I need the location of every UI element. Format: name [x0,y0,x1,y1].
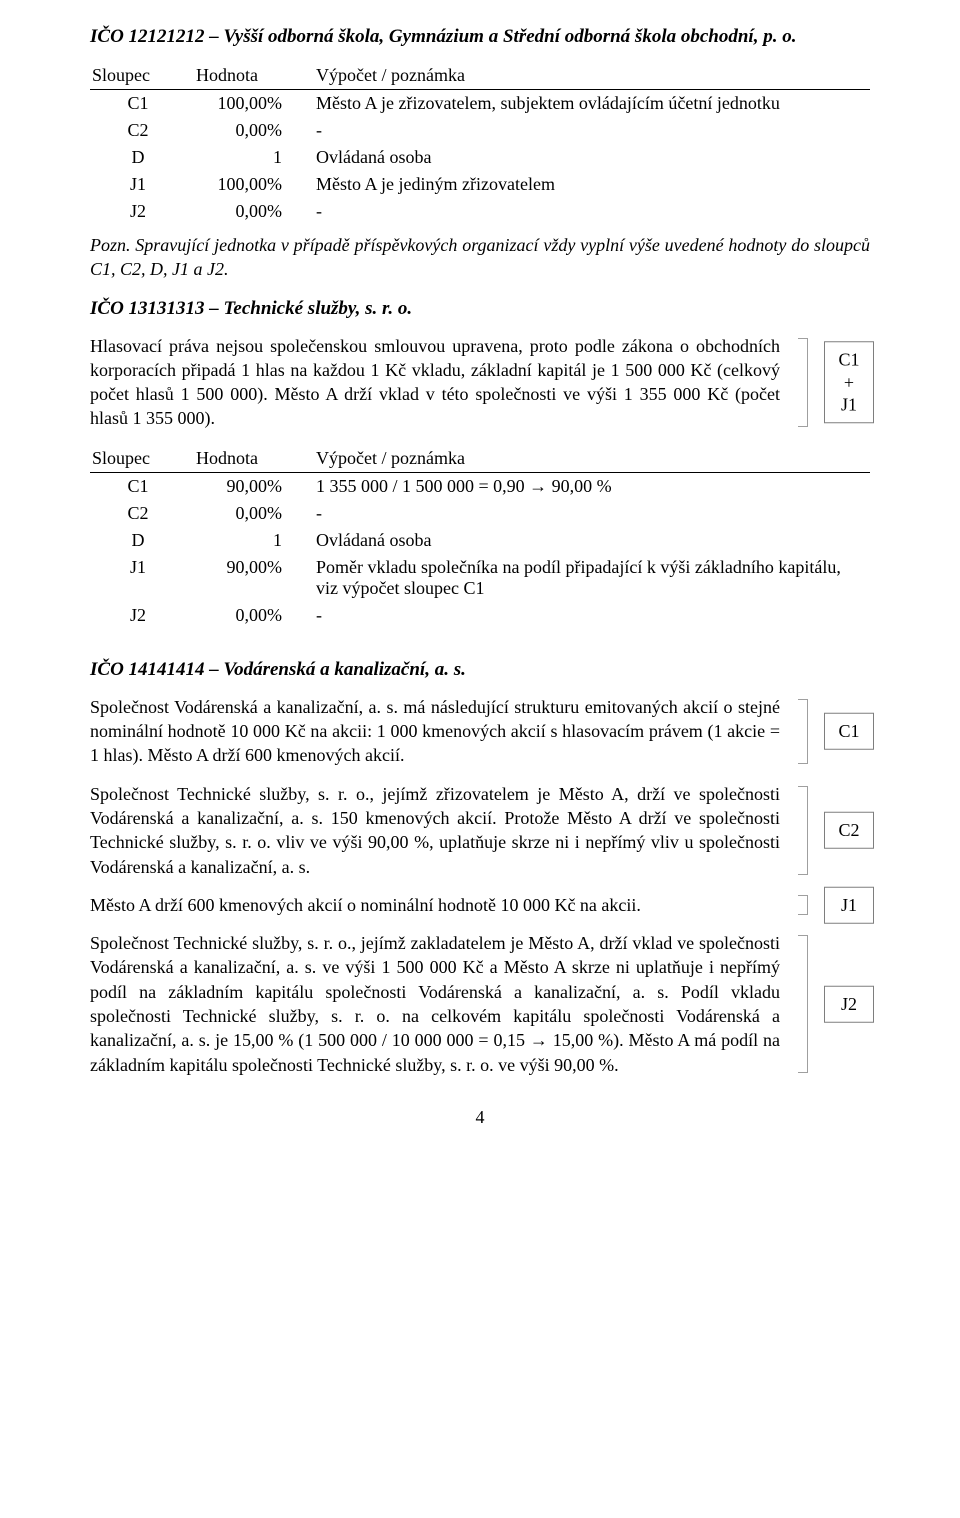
section3-p1: Společnost Vodárenská a kanalizační, a. … [90,695,870,768]
brace-icon [798,699,808,764]
table-row: C1 100,00% Město A je zřizovatelem, subj… [90,90,870,118]
side-box-j2: J2 [824,986,874,1023]
section3-p2: Společnost Technické služby, s. r. o., j… [90,782,870,879]
section2-para-wrap: Hlasovací práva nejsou společenskou smlo… [90,334,870,431]
page-number: 4 [90,1107,870,1128]
brace-icon [798,935,808,1073]
section2-para: Hlasovací práva nejsou společenskou smlo… [90,334,870,431]
table-row: J2 0,00% - [90,198,870,225]
table-row: D 1 Ovládaná osoba [90,527,870,554]
brace-icon [798,895,808,915]
th-col1: Sloupec [90,445,190,473]
side-box-c1-j1: C1 + J1 [824,341,874,423]
table-row: J1 100,00% Město A je jediným zřizovatel… [90,171,870,198]
th-col1: Sloupec [90,62,190,90]
section2-table: Sloupec Hodnota Výpočet / poznámka C1 90… [90,445,870,629]
th-col3: Výpočet / poznámka [310,62,870,90]
section3-p3-wrap: Město A drží 600 kmenových akcií o nomin… [90,893,870,917]
th-col2: Hodnota [190,445,310,473]
side-box-j1: J1 [824,887,874,924]
section3-p4-wrap: Společnost Technické služby, s. r. o., j… [90,931,870,1077]
table-row: J1 90,00% Poměr vkladu společníka na pod… [90,554,870,602]
section3-p2-wrap: Společnost Technické služby, s. r. o., j… [90,782,870,879]
section3-heading: IČO 14141414 – Vodárenská a kanalizační,… [90,659,870,681]
table-row: C2 0,00% - [90,500,870,527]
section3-p1-wrap: Společnost Vodárenská a kanalizační, a. … [90,695,870,768]
side-box-c1: C1 [824,713,874,750]
brace-icon [798,338,808,427]
brace-icon [798,786,808,875]
table-row: C1 90,00% 1 355 000 / 1 500 000 = 0,90 →… [90,472,870,500]
th-col3: Výpočet / poznámka [310,445,870,473]
section1-note: Pozn. Spravující jednotka v případě přís… [90,233,870,282]
section1-table: Sloupec Hodnota Výpočet / poznámka C1 10… [90,62,870,225]
section1-heading: IČO 12121212 – Vyšší odborná škola, Gymn… [90,26,870,48]
section3-p4: Společnost Technické služby, s. r. o., j… [90,931,870,1077]
th-col2: Hodnota [190,62,310,90]
section3-p3: Město A drží 600 kmenových akcií o nomin… [90,893,870,917]
side-box-c2: C2 [824,812,874,849]
table-row: D 1 Ovládaná osoba [90,144,870,171]
section2-heading: IČO 13131313 – Technické služby, s. r. o… [90,298,870,320]
table-row: J2 0,00% - [90,602,870,629]
table-row: C2 0,00% - [90,117,870,144]
